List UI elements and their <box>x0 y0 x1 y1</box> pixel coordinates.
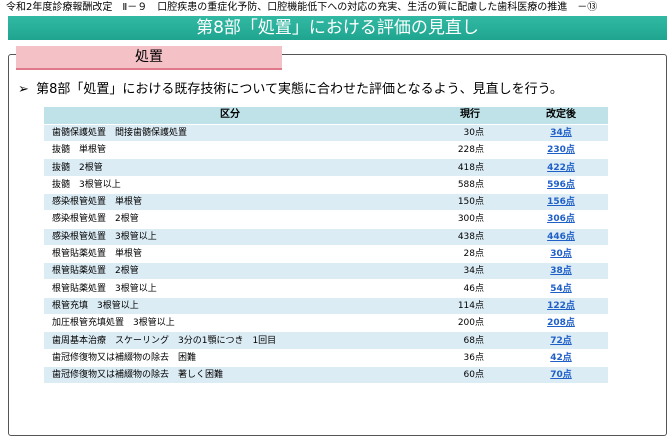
table-row: 歯髄保護処置 間接歯髄保護処置 30点 34点 <box>44 124 608 143</box>
row-name: 感染根管処置 2根管 <box>44 210 416 229</box>
column-header-category: 区分 <box>44 107 416 125</box>
row-current: 68点 <box>416 331 514 350</box>
table-row: 加圧根管充填処置 3根管以上 200点 208点 <box>44 314 608 333</box>
table-row: 根管貼薬処置 2根管 34点 38点 <box>44 262 608 281</box>
row-current: 28点 <box>416 245 514 264</box>
table-row: 歯冠修復物又は補綴物の除去 困難 36点 42点 <box>44 349 608 367</box>
row-current: 418点 <box>416 158 514 177</box>
row-revised: 230点 <box>514 141 608 160</box>
row-current: 200点 <box>416 314 514 333</box>
table-row: 感染根管処置 2根管 300点 306点 <box>44 210 608 229</box>
row-name: 歯冠修復物又は補綴物の除去 著しく困難 <box>44 366 416 385</box>
row-revised: 446点 <box>514 228 608 246</box>
table-row: 根管充填 3根管以上 114点 122点 <box>44 297 608 316</box>
row-current: 30点 <box>416 124 514 143</box>
row-current: 46点 <box>416 279 514 298</box>
row-revised: 34点 <box>514 124 608 143</box>
column-header-revised: 改定後 <box>514 107 608 125</box>
arrow-bullet-icon: ➢ <box>18 82 29 97</box>
row-name: 感染根管処置 単根管 <box>44 193 416 212</box>
table-row: 根管貼薬処置 3根管以上 46点 54点 <box>44 279 608 298</box>
row-current: 34点 <box>416 262 514 281</box>
row-revised: 54点 <box>514 279 608 298</box>
revision-table: 区分 現行 改定後 歯髄保護処置 間接歯髄保護処置 30点 34点 抜髄 単根管 22… <box>44 107 608 385</box>
row-current: 228点 <box>416 141 514 160</box>
row-name: 歯髄保護処置 間接歯髄保護処置 <box>44 124 416 143</box>
section-label: 処置 <box>16 46 282 70</box>
content-frame <box>8 54 667 436</box>
row-name: 歯周基本治療 スケーリング 3分の1顎につき 1回目 <box>44 331 416 350</box>
row-revised: 38点 <box>514 262 608 281</box>
row-name: 歯冠修復物又は補綴物の除去 困難 <box>44 349 416 367</box>
table-body: 歯髄保護処置 間接歯髄保護処置 30点 34点 抜髄 単根管 228点 230点 抜髄 … <box>44 124 608 385</box>
row-current: 150点 <box>416 193 514 212</box>
table-row: 抜髄 単根管 228点 230点 <box>44 141 608 160</box>
row-revised: 122点 <box>514 297 608 316</box>
row-name: 根管貼薬処置 2根管 <box>44 262 416 281</box>
table-row: 感染根管処置 単根管 150点 156点 <box>44 193 608 212</box>
row-name: 根管貼薬処置 3根管以上 <box>44 279 416 298</box>
row-name: 抜髄 単根管 <box>44 141 416 160</box>
row-revised: 306点 <box>514 210 608 229</box>
row-revised: 208点 <box>514 314 608 333</box>
row-current: 300点 <box>416 210 514 229</box>
row-revised: 72点 <box>514 331 608 350</box>
row-revised: 42点 <box>514 349 608 367</box>
row-name: 抜髄 2根管 <box>44 158 416 177</box>
lead-statement: ➢ 第8部「処置」における既存技術について実態に合わせた評価となるよう、見直しを… <box>18 82 563 98</box>
table-row: 抜髄 3根管以上 588点 596点 <box>44 176 608 194</box>
table-row: 歯冠修復物又は補綴物の除去 著しく困難 60点 70点 <box>44 366 608 385</box>
table-header-row: 区分 現行 改定後 <box>44 107 608 125</box>
row-name: 抜髄 3根管以上 <box>44 176 416 194</box>
row-revised: 596点 <box>514 176 608 194</box>
table-row: 感染根管処置 3根管以上 438点 446点 <box>44 228 608 246</box>
table-row: 抜髄 2根管 418点 422点 <box>44 158 608 177</box>
row-current: 438点 <box>416 228 514 246</box>
column-header-current: 現行 <box>416 107 514 125</box>
row-current: 36点 <box>416 349 514 367</box>
row-name: 根管貼薬処置 単根管 <box>44 245 416 264</box>
row-current: 114点 <box>416 297 514 316</box>
row-current: 60点 <box>416 366 514 385</box>
row-revised: 30点 <box>514 245 608 264</box>
lead-text: 第8部「処置」における既存技術について実態に合わせた評価となるよう、見直しを行う… <box>36 82 563 97</box>
row-name: 加圧根管充填処置 3根管以上 <box>44 314 416 333</box>
row-name: 感染根管処置 3根管以上 <box>44 228 416 246</box>
row-current: 588点 <box>416 176 514 194</box>
document-caption: 令和2年度診療報酬改定 Ⅱ－９ 口腔疾患の重症化予防、口腔機能低下への対応の充実… <box>6 2 598 13</box>
row-revised: 156点 <box>514 193 608 212</box>
table-row: 歯周基本治療 スケーリング 3分の1顎につき 1回目 68点 72点 <box>44 331 608 350</box>
row-revised: 422点 <box>514 158 608 177</box>
page-title: 第8部「処置」における評価の見直し <box>8 16 667 40</box>
table-row: 根管貼薬処置 単根管 28点 30点 <box>44 245 608 264</box>
row-revised: 70点 <box>514 366 608 385</box>
row-name: 根管充填 3根管以上 <box>44 297 416 316</box>
